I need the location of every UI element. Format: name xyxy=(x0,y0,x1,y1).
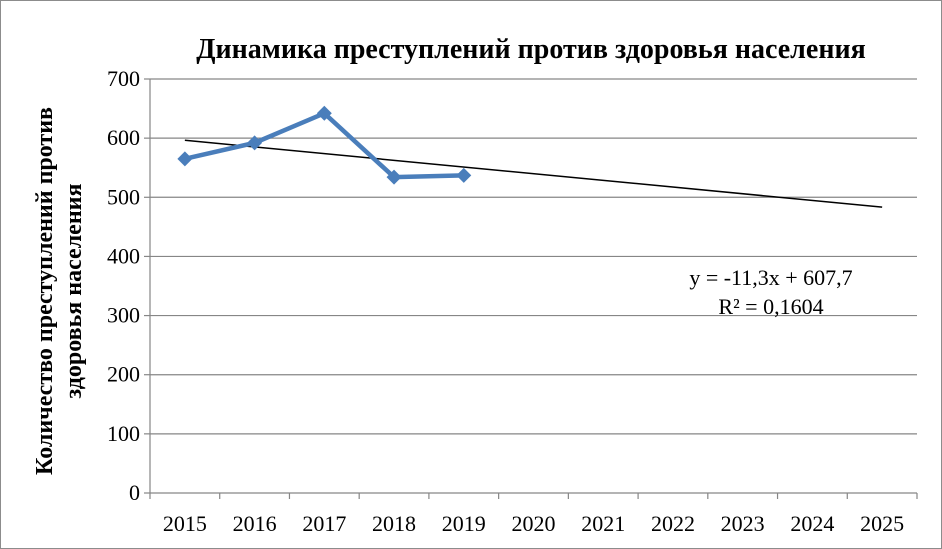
y-axis-label-line-1: Количество преступлений против xyxy=(32,107,58,475)
data-point-marker xyxy=(386,169,402,185)
x-tick-labels: 2015 2016 2017 2018 2019 2020 2021 2022 2023 2024… xyxy=(163,511,904,536)
y-tick-label: 200 xyxy=(107,362,140,387)
axes xyxy=(144,78,918,499)
data-point-marker xyxy=(456,167,472,183)
y-tick-label: 700 xyxy=(107,66,140,91)
data-point-marker xyxy=(316,105,332,121)
data-point-marker xyxy=(247,135,263,151)
y-tick-label: 500 xyxy=(107,184,140,209)
x-tick-label: 2024 xyxy=(790,511,834,536)
series-line xyxy=(184,111,464,180)
x-tick-label: 2015 xyxy=(163,511,207,536)
x-tick-label: 2019 xyxy=(442,511,486,536)
chart-title: Динамика преступлений против здоровья на… xyxy=(196,34,865,65)
y-tick-labels: 0 100 200 300 400 500 600 700 xyxy=(107,66,140,505)
x-tick-label: 2017 xyxy=(302,511,346,536)
x-tick-label: 2018 xyxy=(372,511,416,536)
series-group xyxy=(177,105,472,185)
trendline-group xyxy=(184,139,883,208)
x-tick-label: 2022 xyxy=(651,511,695,536)
y-tick-label: 300 xyxy=(107,303,140,328)
y-axis-label-line-2: здоровья населения xyxy=(61,184,87,399)
y-tick-label: 400 xyxy=(107,243,140,268)
x-tick-label: 2016 xyxy=(233,511,277,536)
y-tick-label: 600 xyxy=(107,125,140,150)
x-tick-label: 2020 xyxy=(512,511,556,536)
y-tick-label: 0 xyxy=(129,480,140,505)
x-tick-label: 2023 xyxy=(721,511,765,536)
data-point-marker xyxy=(177,151,193,167)
gridlines xyxy=(150,78,917,435)
trendline-equation: y = -11,3x + 607,7 xyxy=(689,265,852,290)
y-tick-label: 100 xyxy=(107,421,140,446)
x-tick-label: 2021 xyxy=(581,511,625,536)
x-tick-label: 2025 xyxy=(860,511,904,536)
trendline-r-squared: R² = 0,1604 xyxy=(718,294,823,319)
trendline xyxy=(184,139,883,208)
